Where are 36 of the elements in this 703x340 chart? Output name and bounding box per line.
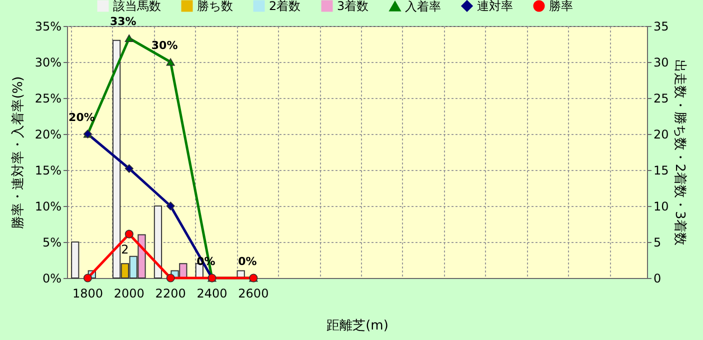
y2-tick-label: 25: [654, 92, 669, 106]
y2-axis-title: 出走数・勝ち数・2着数・3着数: [672, 60, 688, 246]
x-tick-label: 2000: [114, 286, 144, 300]
legend-label: 勝ち数: [197, 0, 233, 13]
legend-label: 勝率: [549, 0, 573, 13]
y-tick-label: 25%: [34, 92, 62, 106]
data-label: 33%: [110, 15, 136, 28]
x-tick-label: 2600: [238, 286, 269, 300]
y-tick-label: 10%: [34, 200, 62, 214]
y-tick-label: 30%: [34, 56, 62, 70]
y-tick-label: 20%: [34, 128, 62, 142]
y2-tick-label: 15: [654, 164, 669, 178]
data-label: 30%: [151, 39, 178, 52]
data-label: 2: [121, 242, 129, 257]
data-label: 20%: [68, 111, 95, 124]
y-tick-label: 35%: [34, 20, 62, 34]
y2-tick-label: 10: [654, 200, 669, 214]
x-tick-label: 2400: [196, 286, 228, 300]
y2-tick-label: 0: [654, 272, 662, 286]
x-tick-label: 1800: [72, 286, 103, 300]
x-tick-label: 2200: [155, 286, 186, 300]
y-axis-title: 勝率・連対率・入着率(%): [10, 76, 26, 229]
y-tick-label: 5%: [42, 236, 62, 250]
legend-label: 該当馬数: [113, 0, 161, 13]
legend-label: 入着率: [405, 0, 441, 14]
legend-label: 2着数: [269, 0, 301, 13]
data-label: 0%: [238, 255, 257, 268]
legend-label: 3着数: [337, 0, 369, 13]
y2-tick-label: 20: [654, 128, 669, 142]
legend-label: 連対率: [477, 0, 513, 13]
x-axis-title: 距離芝(m): [326, 318, 388, 334]
y-tick-label: 15%: [34, 164, 62, 178]
y2-tick-label: 35: [654, 20, 669, 34]
y2-tick-label: 30: [654, 56, 669, 70]
y2-tick-label: 5: [654, 236, 662, 250]
y-tick-label: 0%: [42, 272, 62, 286]
